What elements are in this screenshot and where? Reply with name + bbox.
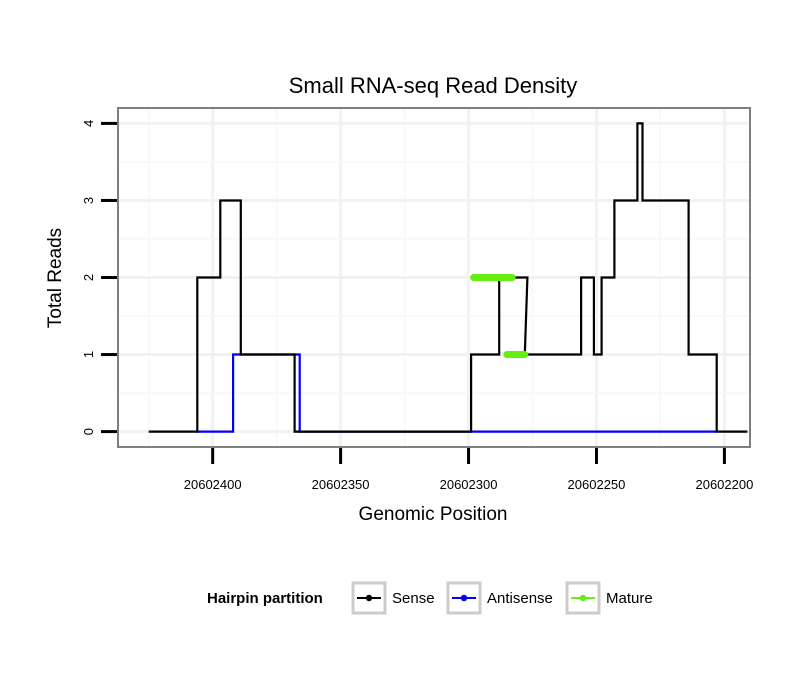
y-tick-label: 2 xyxy=(81,274,96,281)
legend-label-mature: Mature xyxy=(606,590,653,607)
series-layer xyxy=(148,122,748,433)
legend: Hairpin partition Sense Antisense Mature xyxy=(207,581,653,615)
x-axis: 20602400 20602350 20602300 20602250 20602200 xyxy=(184,448,753,492)
x-tick-label: 20602400 xyxy=(184,477,242,492)
legend-dot-mature xyxy=(579,594,587,602)
x-axis-title: Genomic Position xyxy=(359,504,508,525)
panel-border xyxy=(117,107,751,448)
legend-label-sense: Sense xyxy=(392,590,435,607)
y-tick-label: 0 xyxy=(81,428,96,435)
legend-title: Hairpin partition xyxy=(207,590,323,607)
grid xyxy=(118,108,750,447)
y-tick-label: 3 xyxy=(81,197,96,204)
y-axis-title: Total Reads xyxy=(45,228,66,328)
x-tick-label: 20602300 xyxy=(440,477,498,492)
y-axis: 0 1 2 3 4 xyxy=(81,120,117,435)
legend-label-antisense: Antisense xyxy=(487,590,553,607)
series-sense-line xyxy=(148,122,748,433)
y-tick-label: 1 xyxy=(81,351,96,358)
chart-title: Small RNA-seq Read Density xyxy=(289,73,578,98)
legend-dot-sense xyxy=(365,594,373,602)
legend-dot-antisense xyxy=(460,594,468,602)
x-tick-label: 20602350 xyxy=(312,477,370,492)
x-tick-label: 20602200 xyxy=(695,477,753,492)
x-tick-label: 20602250 xyxy=(568,477,626,492)
y-tick-label: 4 xyxy=(81,120,96,127)
